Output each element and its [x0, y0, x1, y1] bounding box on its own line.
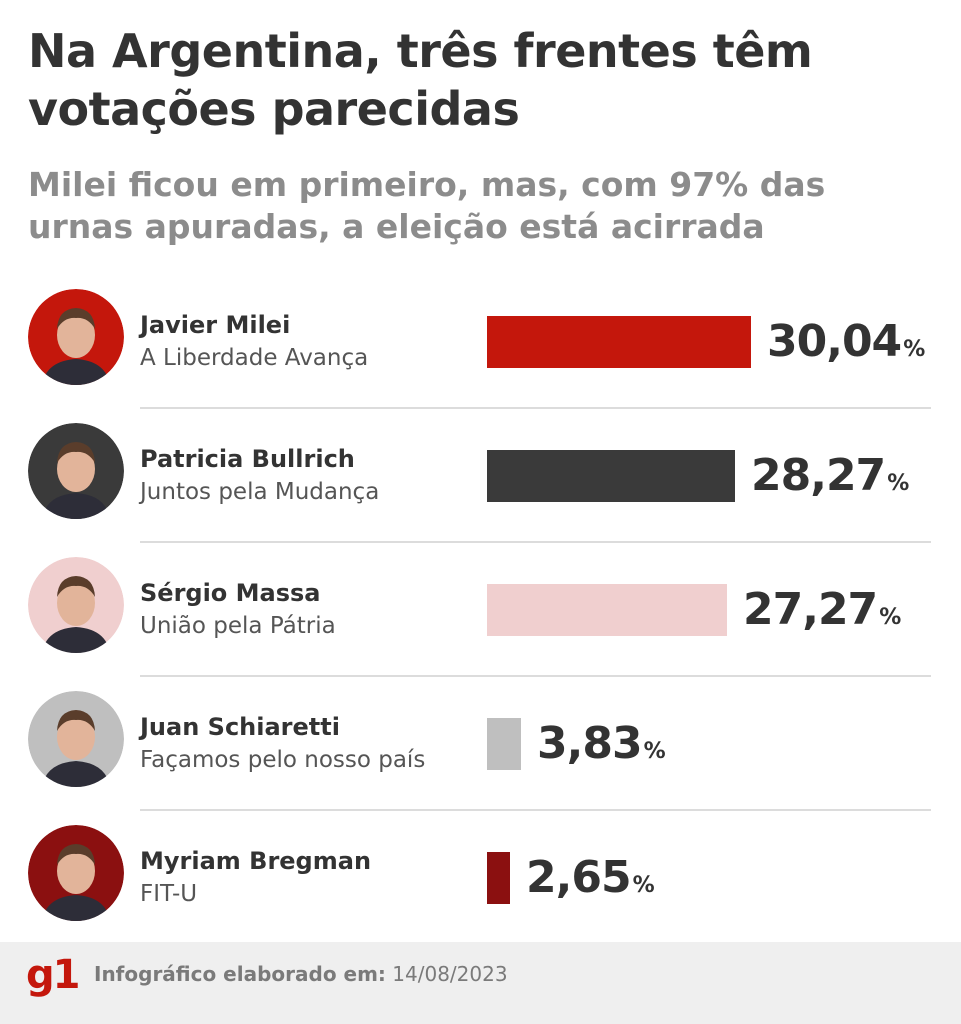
candidate-row: Sérgio Massa União pela Pátria 27,27%: [0, 546, 961, 680]
percent-symbol: %: [643, 739, 666, 764]
avatar-portrait: [28, 289, 124, 385]
percent-symbol: %: [887, 471, 910, 496]
data-label-value: 28,27: [751, 450, 886, 501]
bar: [487, 852, 510, 904]
candidate-party: Façamos pelo nosso país: [140, 747, 426, 773]
candidate-avatar: [28, 289, 124, 385]
candidate-avatar: [28, 691, 124, 787]
bar: [487, 316, 751, 368]
candidate-party: A Liberdade Avança: [140, 345, 369, 371]
candidate-row: Juan Schiaretti Façamos pelo nosso país 3,…: [0, 680, 961, 814]
percent-symbol: %: [632, 873, 655, 898]
data-label-value: 27,27: [743, 584, 878, 635]
candidate-party: Juntos pela Mudança: [140, 479, 380, 505]
data-label-value: 3,83: [537, 718, 643, 769]
candidate-name: Juan Schiaretti: [140, 713, 340, 741]
data-label: 3,83%: [537, 718, 666, 769]
candidate-rows: Javier Milei A Liberdade Avança 30,04% Patr…: [0, 278, 961, 948]
chart-title: Na Argentina, três frentes têm votações …: [28, 24, 813, 136]
bar: [487, 450, 735, 502]
data-label: 30,04%: [767, 316, 925, 367]
data-label: 27,27%: [743, 584, 901, 635]
candidate-name: Sérgio Massa: [140, 579, 321, 607]
avatar-portrait: [28, 557, 124, 653]
row-divider: [140, 809, 931, 811]
candidate-party: União pela Pátria: [140, 613, 336, 639]
chart-subtitle: Milei ficou em primeiro, mas, com 97% da…: [28, 165, 826, 246]
candidate-avatar: [28, 825, 124, 921]
candidate-avatar: [28, 557, 124, 653]
candidate-row: Myriam Bregman FIT-U 2,65%: [0, 814, 961, 948]
footer-credit: Infográfico elaborado em: 14/08/2023: [94, 962, 508, 986]
footer-label: Infográfico elaborado em:: [94, 962, 386, 986]
row-divider: [140, 675, 931, 677]
candidate-name: Javier Milei: [140, 311, 291, 339]
avatar-portrait: [28, 423, 124, 519]
candidate-name: Myriam Bregman: [140, 847, 372, 875]
bar: [487, 584, 727, 636]
footer: g1 Infográfico elaborado em: 14/08/2023: [0, 942, 961, 1024]
avatar-portrait: [28, 691, 124, 787]
row-divider: [140, 407, 931, 409]
data-label-value: 30,04: [767, 316, 902, 367]
data-label: 2,65%: [526, 852, 655, 903]
percent-symbol: %: [903, 337, 926, 362]
candidate-name: Patricia Bullrich: [140, 445, 355, 473]
candidate-row: Javier Milei A Liberdade Avança 30,04%: [0, 278, 961, 412]
g1-logo: g1: [26, 952, 80, 998]
candidate-party: FIT-U: [140, 881, 198, 907]
data-label-value: 2,65: [526, 852, 632, 903]
candidate-row: Patricia Bullrich Juntos pela Mudança 28,2…: [0, 412, 961, 546]
data-label: 28,27%: [751, 450, 909, 501]
footer-date: 14/08/2023: [392, 962, 508, 986]
bar: [487, 718, 521, 770]
avatar-portrait: [28, 825, 124, 921]
candidate-avatar: [28, 423, 124, 519]
percent-symbol: %: [879, 605, 902, 630]
row-divider: [140, 541, 931, 543]
